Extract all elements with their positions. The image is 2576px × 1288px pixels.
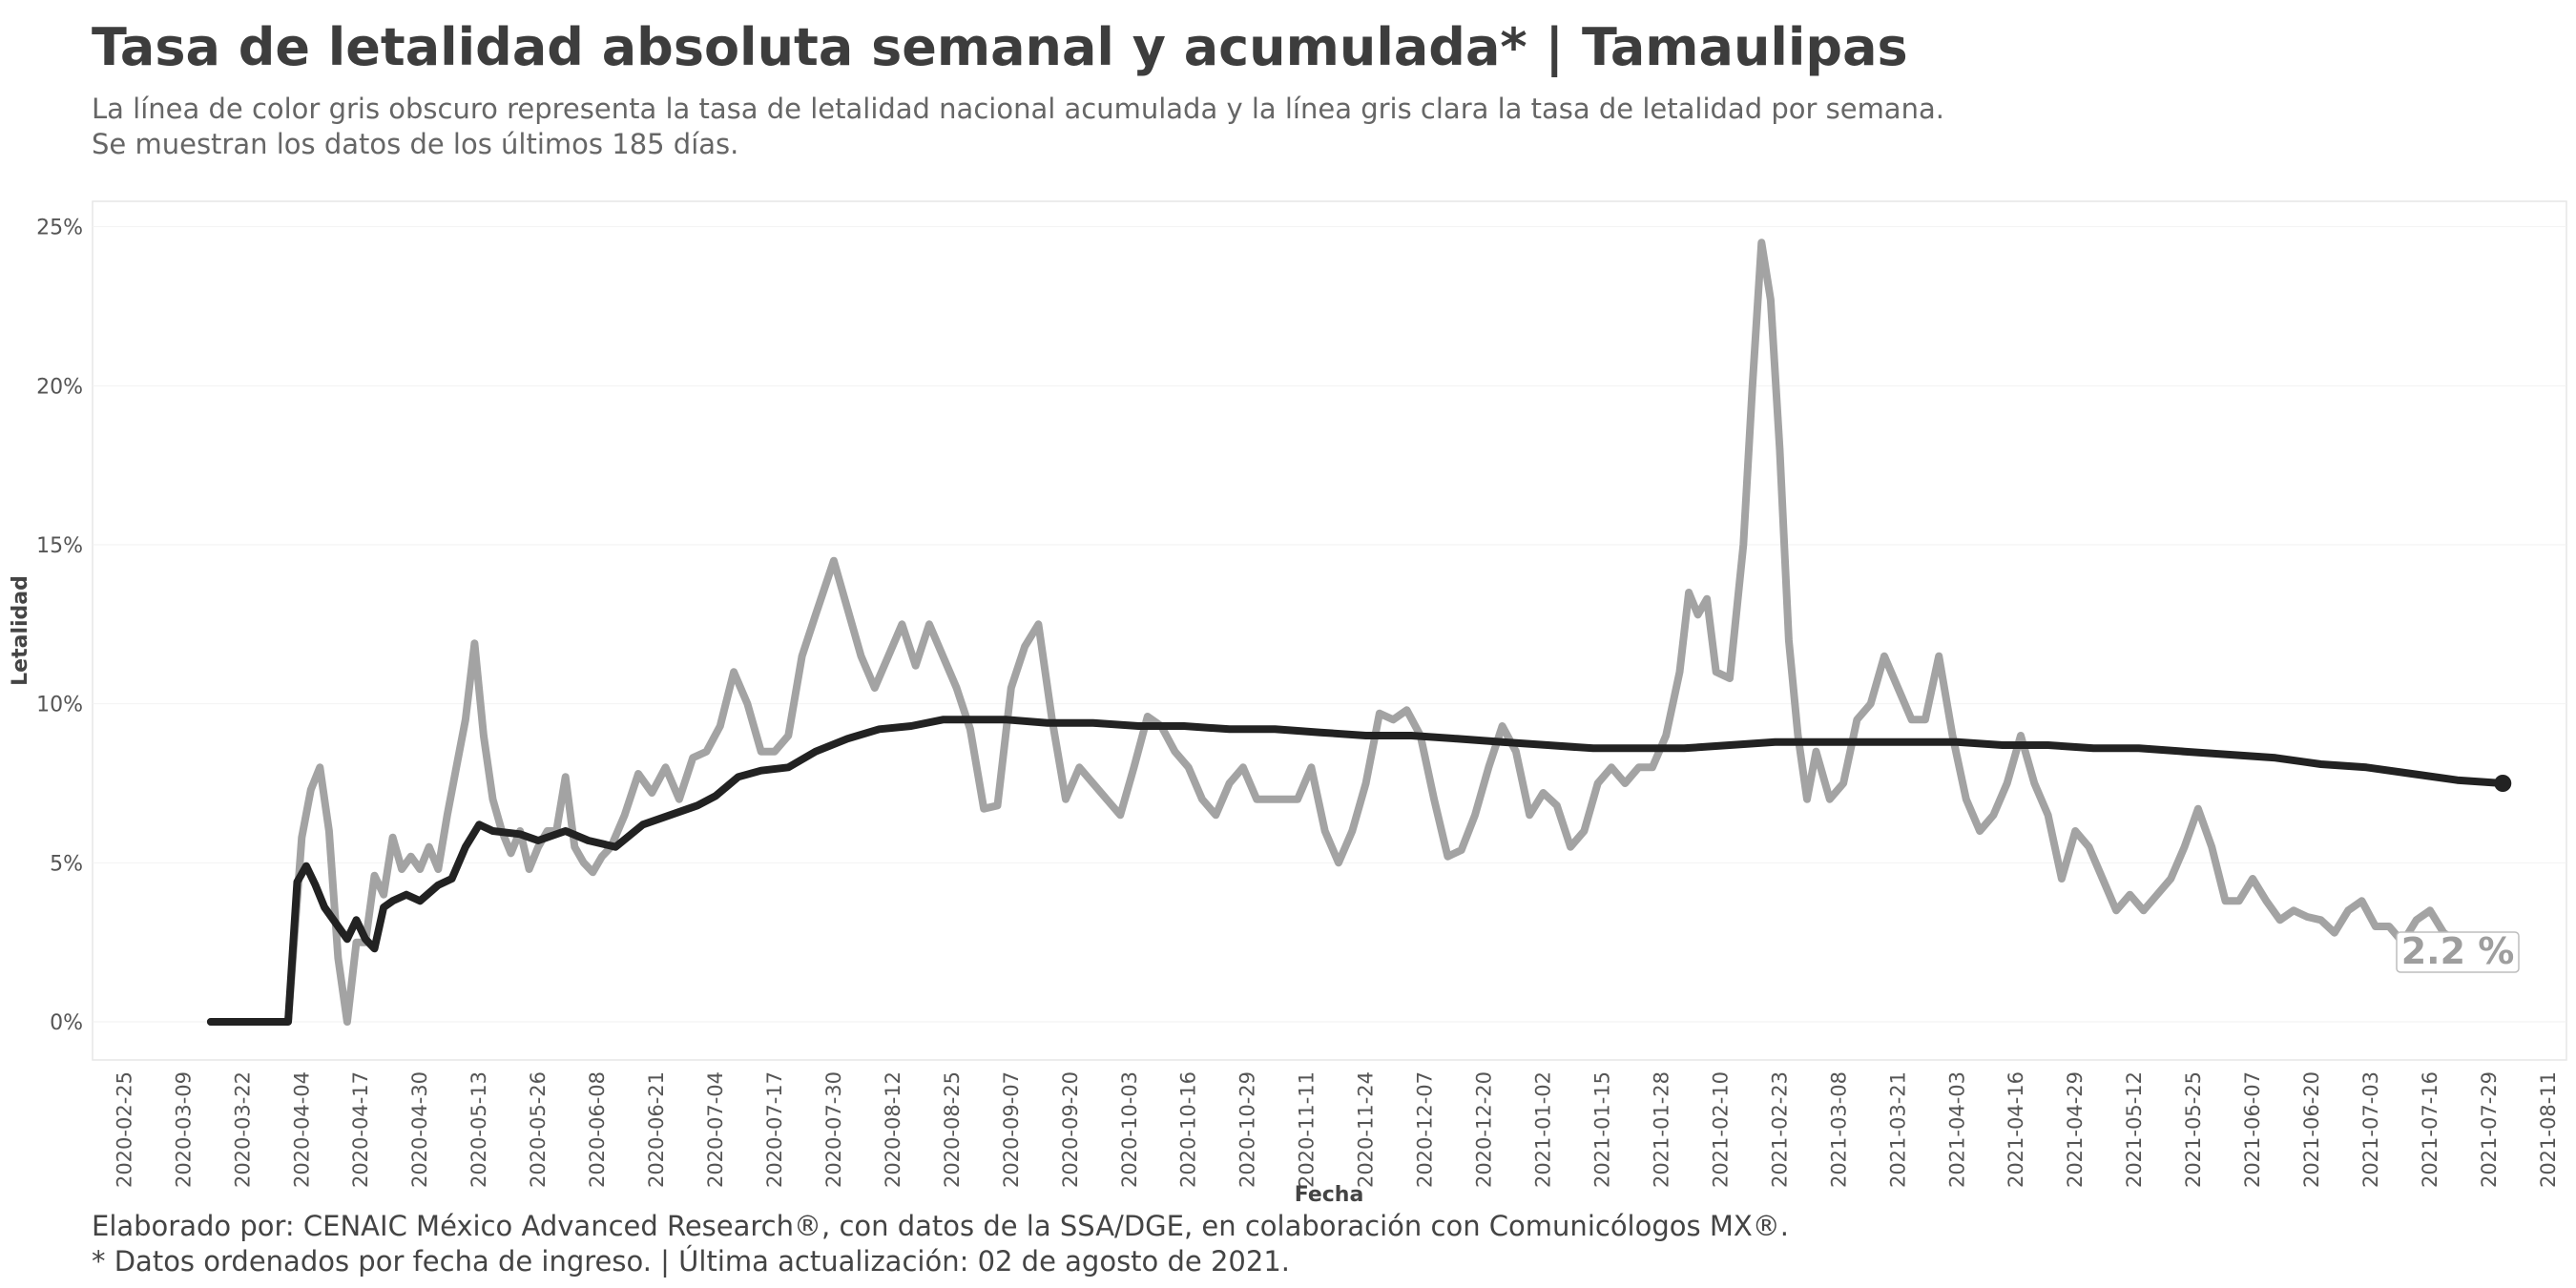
grid-layer (93, 226, 2566, 1023)
x-tick-label: 2021-06-20 (2300, 1071, 2323, 1188)
x-axis-title: Fecha (1295, 1183, 1364, 1207)
y-tick-label: 25% (36, 217, 83, 240)
weekly-end-value: 2.2 % (2401, 930, 2515, 972)
x-tick-label: 2021-08-11 (2537, 1071, 2560, 1188)
x-tick-label: 2020-10-03 (1118, 1071, 1141, 1188)
x-tick-label: 2020-05-26 (527, 1071, 550, 1188)
y-tick-label: 20% (36, 375, 83, 399)
y-tick-label: 10% (36, 694, 83, 717)
x-tick-label: 2020-09-20 (1059, 1071, 1082, 1188)
x-tick-label: 2021-07-03 (2359, 1071, 2382, 1188)
x-tick-label: 2020-10-16 (1177, 1071, 1200, 1188)
x-tick-label: 2020-06-21 (645, 1071, 668, 1188)
x-tick-label: 2021-06-07 (2241, 1071, 2264, 1188)
x-tick-label: 2020-02-25 (113, 1071, 135, 1188)
subtitle-line-2: Se muestran los datos de los últimos 185… (92, 128, 739, 160)
x-tick-label: 2021-05-12 (2123, 1071, 2146, 1188)
x-tick-label: 2021-04-16 (2005, 1071, 2027, 1188)
x-tick-label: 2020-12-07 (1414, 1071, 1437, 1188)
cumulative-end-dot (2494, 775, 2512, 792)
x-tick-label: 2021-05-25 (2182, 1071, 2205, 1188)
x-axis-ticks: 2020-02-25 2020-03-09 2020-03-22 2020-04-04… (113, 1071, 2560, 1188)
x-tick-label: 2020-04-17 (349, 1071, 372, 1188)
x-tick-label: 2020-08-25 (941, 1071, 964, 1188)
x-tick-label: 2021-07-29 (2478, 1071, 2501, 1188)
x-tick-label: 2020-08-12 (882, 1071, 904, 1188)
x-tick-label: 2020-11-24 (1355, 1071, 1378, 1188)
x-tick-label: 2021-04-29 (2064, 1071, 2087, 1188)
x-tick-label: 2021-01-28 (1650, 1071, 1672, 1188)
y-tick-label: 15% (36, 534, 83, 558)
x-tick-label: 2020-03-09 (172, 1071, 195, 1188)
cumulative-lethality-line (206, 716, 2507, 1026)
caption-line-1: Elaborado por: CENAIC México Advanced Re… (92, 1210, 1789, 1242)
x-tick-label: 2021-03-08 (1827, 1071, 1850, 1188)
subtitle-line-1: La línea de color gris obscuro represent… (92, 93, 1944, 125)
chart-title: Tasa de letalidad absoluta semanal y acu… (92, 17, 1908, 77)
x-tick-label: 2021-02-23 (1768, 1071, 1791, 1188)
weekly-end-label: 2.2 % (2396, 930, 2520, 973)
y-tick-label: 5% (50, 852, 83, 876)
x-tick-label: 2020-07-04 (704, 1071, 727, 1188)
chart-subtitle: La línea de color gris obscuro represent… (92, 92, 1944, 162)
x-tick-label: 2021-07-16 (2419, 1071, 2441, 1188)
x-tick-label: 2021-04-03 (1945, 1071, 1968, 1188)
weekly-lethality-line (206, 239, 2507, 1026)
plot-frame (92, 200, 2567, 1061)
y-tick-label: 0% (50, 1011, 83, 1035)
x-tick-label: 2020-04-04 (290, 1071, 313, 1188)
x-tick-label: 2020-03-22 (231, 1071, 254, 1188)
x-tick-label: 2020-09-07 (1000, 1071, 1023, 1188)
x-tick-label: 2021-01-02 (1532, 1071, 1555, 1188)
y-axis-title: Letalidad (9, 575, 32, 686)
x-tick-label: 2020-07-30 (822, 1071, 845, 1188)
chart-caption: Elaborado por: CENAIC México Advanced Re… (92, 1209, 1789, 1279)
caption-line-2: * Datos ordenados por fecha de ingreso. … (92, 1245, 1291, 1278)
y-axis-ticks: 0% 5% 10% 15% 20% 25% (36, 217, 83, 1035)
x-tick-label: 2021-02-10 (1709, 1071, 1732, 1188)
x-tick-label: 2020-11-11 (1296, 1071, 1319, 1188)
x-tick-label: 2020-10-29 (1236, 1071, 1259, 1188)
x-tick-label: 2020-12-20 (1473, 1071, 1496, 1188)
x-tick-label: 2020-04-30 (408, 1071, 431, 1188)
x-tick-label: 2021-03-21 (1886, 1071, 1909, 1188)
x-tick-label: 2020-05-13 (467, 1071, 490, 1188)
x-tick-label: 2020-06-08 (586, 1071, 609, 1188)
x-tick-label: 2020-07-17 (763, 1071, 786, 1188)
x-tick-label: 2021-01-15 (1590, 1071, 1613, 1188)
